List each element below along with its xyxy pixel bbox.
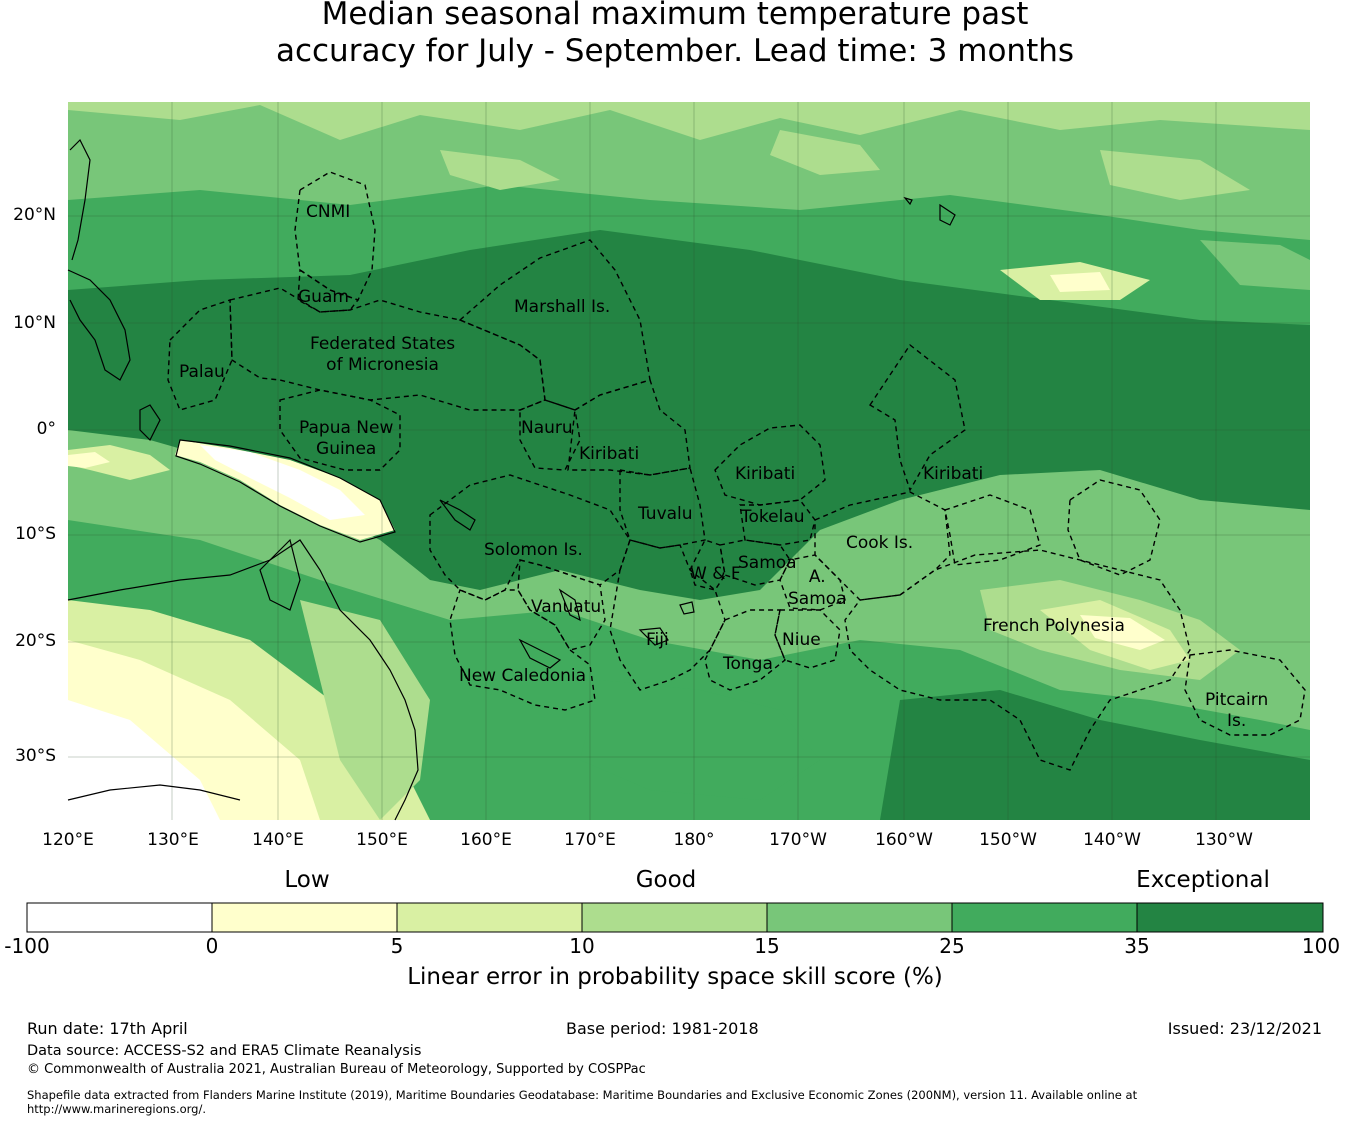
region-label-guam: Guam xyxy=(298,287,349,307)
colorbar-tick: 5 xyxy=(390,934,404,958)
region-label-marshall: Marshall Is. xyxy=(514,297,611,317)
lat-label: 0° xyxy=(36,419,56,439)
region-label-new-caledonia: New Caledonia xyxy=(459,666,587,686)
region-label-wf: W & F xyxy=(690,564,741,584)
lat-label: 20°N xyxy=(13,205,56,225)
region-label-tuvalu: Tuvalu xyxy=(638,504,693,524)
colorbar-tick: 25 xyxy=(939,934,965,958)
lat-label: 20°S xyxy=(15,631,56,651)
region-label-american-samoa: A. Samoa xyxy=(788,567,847,609)
lon-label: 150°E xyxy=(356,830,408,850)
map-title-line1: Median seasonal maximum temperature past xyxy=(321,0,1029,32)
issued-date: Issued: 23/12/2021 xyxy=(1167,1019,1322,1038)
region-label-nauru: Nauru xyxy=(521,418,573,438)
region-label-vanuatu: Vanuatu xyxy=(531,597,602,617)
region-label-pitcairn: Pitcairn Is. xyxy=(1205,690,1269,731)
colorbar-segment xyxy=(27,903,212,932)
lon-label: 130°E xyxy=(147,830,199,850)
copyright: © Commonwealth of Australia 2021, Austra… xyxy=(27,1062,646,1077)
colorbar-segment xyxy=(1137,903,1323,932)
colorbar-segment xyxy=(952,903,1137,932)
eez-boundaries xyxy=(167,171,1306,771)
colorbar-segment xyxy=(397,903,582,932)
region-label-kiribati-central: Kiribati xyxy=(735,464,796,484)
region-label-png: Papua New Guinea xyxy=(299,418,394,459)
lon-label: 160°W xyxy=(875,830,933,850)
lat-label: 30°S xyxy=(15,746,56,766)
map-graticule xyxy=(68,102,1310,820)
region-label-solomon: Solomon Is. xyxy=(484,540,583,560)
colorbar-segment xyxy=(767,903,952,932)
colorbar-tick: 100 xyxy=(1301,934,1341,958)
colorbar-tick: 0 xyxy=(205,934,219,958)
colorbar-segment xyxy=(582,903,767,932)
colorbar-tick: 35 xyxy=(1124,934,1150,958)
legend-category-exceptional: Exceptional xyxy=(1136,867,1270,893)
base-period: Base period: 1981-2018 xyxy=(566,1019,759,1038)
lat-label: 10°N xyxy=(13,313,56,333)
region-label-fsm: Federated States of Micronesia xyxy=(310,334,456,375)
colorbar-tick: 10 xyxy=(569,934,595,958)
region-label-tokelau: Tokelau xyxy=(741,507,805,527)
colorbar-segment xyxy=(212,903,397,932)
region-label-cnmi: CNMI xyxy=(306,202,351,222)
lon-label: 120°E xyxy=(42,830,94,850)
lon-label: 140°E xyxy=(252,830,304,850)
lon-label: 160°E xyxy=(460,830,512,850)
colorbar-tick: -100 xyxy=(4,934,50,958)
lon-label: 140°W xyxy=(1083,830,1141,850)
region-label-palau: Palau xyxy=(179,362,225,382)
legend-category-low: Low xyxy=(284,867,330,893)
shapefile-credit: Shapefile data extracted from Flanders M… xyxy=(27,1088,1138,1116)
colorbar-outline xyxy=(26,902,1324,933)
data-source: Data source: ACCESS-S2 and ERA5 Climate … xyxy=(27,1043,422,1059)
region-label-niue: Niue xyxy=(782,630,821,650)
run-date: Run date: 17th April xyxy=(27,1019,188,1038)
lat-label: 10°S xyxy=(15,524,56,544)
colorbar-tick: 15 xyxy=(754,934,780,958)
region-label-cook: Cook Is. xyxy=(846,533,914,553)
lon-label: 170°W xyxy=(769,830,827,850)
region-label-kiribati-west: Kiribati xyxy=(579,444,640,464)
colorbar-label: Linear error in probability space skill … xyxy=(407,964,943,990)
lon-label: 130°W xyxy=(1195,830,1253,850)
region-label-kiribati-east: Kiribati xyxy=(923,464,984,484)
region-label-fiji: Fiji xyxy=(646,630,669,650)
region-label-french-polynesia: French Polynesia xyxy=(983,616,1125,636)
map-title-line2: accuracy for July - September. Lead time… xyxy=(275,33,1075,69)
colorbar xyxy=(26,902,1324,933)
legend-category-good: Good xyxy=(635,867,697,893)
lon-label: 170°E xyxy=(564,830,616,850)
lon-label: 180° xyxy=(673,830,715,850)
coastlines xyxy=(67,138,956,821)
lon-label: 150°W xyxy=(979,830,1037,850)
region-label-tonga: Tonga xyxy=(723,654,773,674)
region-label-samoa: Samoa xyxy=(738,553,797,573)
